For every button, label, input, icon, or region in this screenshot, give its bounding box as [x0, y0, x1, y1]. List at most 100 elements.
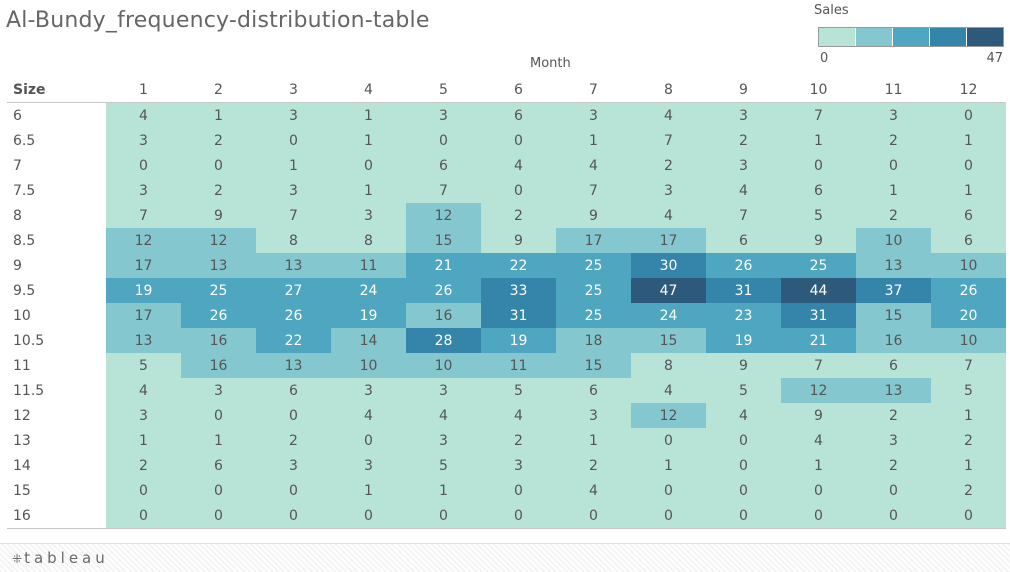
heatmap-cell[interactable]: 4: [781, 428, 856, 453]
heatmap-cell[interactable]: 9: [781, 228, 856, 253]
heatmap-cell[interactable]: 15: [406, 228, 481, 253]
heatmap-cell[interactable]: 7: [631, 128, 706, 153]
heatmap-cell[interactable]: 26: [931, 278, 1006, 303]
heatmap-cell[interactable]: 0: [256, 478, 331, 503]
heatmap-cell[interactable]: 25: [781, 253, 856, 278]
heatmap-cell[interactable]: 16: [856, 328, 931, 353]
heatmap-cell[interactable]: 7: [931, 353, 1006, 378]
heatmap-cell[interactable]: 4: [106, 102, 181, 128]
heatmap-cell[interactable]: 3: [106, 403, 181, 428]
heatmap-cell[interactable]: 3: [331, 453, 406, 478]
heatmap-cell[interactable]: 7: [256, 203, 331, 228]
heatmap-cell[interactable]: 0: [331, 153, 406, 178]
heatmap-cell[interactable]: 6: [556, 378, 631, 403]
heatmap-cell[interactable]: 26: [256, 303, 331, 328]
heatmap-cell[interactable]: 30: [631, 253, 706, 278]
heatmap-cell[interactable]: 0: [556, 503, 631, 529]
heatmap-cell[interactable]: 5: [931, 378, 1006, 403]
heatmap-cell[interactable]: 25: [181, 278, 256, 303]
heatmap-cell[interactable]: 4: [406, 403, 481, 428]
heatmap-cell[interactable]: 0: [481, 178, 556, 203]
heatmap-cell[interactable]: 26: [406, 278, 481, 303]
heatmap-cell[interactable]: 4: [631, 102, 706, 128]
heatmap-cell[interactable]: 12: [631, 403, 706, 428]
heatmap-cell[interactable]: 11: [331, 253, 406, 278]
heatmap-cell[interactable]: 5: [106, 353, 181, 378]
heatmap-cell[interactable]: 3: [106, 178, 181, 203]
heatmap-cell[interactable]: 3: [106, 128, 181, 153]
heatmap-cell[interactable]: 13: [106, 328, 181, 353]
heatmap-cell[interactable]: 0: [931, 102, 1006, 128]
heatmap-cell[interactable]: 3: [556, 102, 631, 128]
heatmap-cell[interactable]: 0: [706, 428, 781, 453]
heatmap-cell[interactable]: 0: [181, 478, 256, 503]
heatmap-cell[interactable]: 6: [706, 228, 781, 253]
heatmap-cell[interactable]: 0: [481, 128, 556, 153]
heatmap-cell[interactable]: 33: [481, 278, 556, 303]
heatmap-cell[interactable]: 9: [481, 228, 556, 253]
heatmap-cell[interactable]: 19: [331, 303, 406, 328]
heatmap-cell[interactable]: 10: [931, 328, 1006, 353]
heatmap-cell[interactable]: 1: [106, 428, 181, 453]
heatmap-cell[interactable]: 4: [556, 153, 631, 178]
heatmap-cell[interactable]: 27: [256, 278, 331, 303]
heatmap-cell[interactable]: 3: [556, 403, 631, 428]
heatmap-cell[interactable]: 7: [781, 353, 856, 378]
heatmap-cell[interactable]: 0: [481, 478, 556, 503]
heatmap-cell[interactable]: 0: [106, 153, 181, 178]
heatmap-cell[interactable]: 3: [331, 378, 406, 403]
heatmap-cell[interactable]: 4: [481, 403, 556, 428]
heatmap-cell[interactable]: 1: [331, 128, 406, 153]
heatmap-cell[interactable]: 12: [106, 228, 181, 253]
heatmap-cell[interactable]: 3: [856, 428, 931, 453]
heatmap-cell[interactable]: 12: [181, 228, 256, 253]
heatmap-cell[interactable]: 0: [631, 428, 706, 453]
heatmap-cell[interactable]: 21: [406, 253, 481, 278]
heatmap-cell[interactable]: 24: [631, 303, 706, 328]
heatmap-cell[interactable]: 10: [331, 353, 406, 378]
heatmap-cell[interactable]: 1: [781, 128, 856, 153]
heatmap-cell[interactable]: 1: [181, 428, 256, 453]
heatmap-cell[interactable]: 3: [481, 453, 556, 478]
heatmap-cell[interactable]: 19: [481, 328, 556, 353]
heatmap-cell[interactable]: 19: [106, 278, 181, 303]
heatmap-cell[interactable]: 2: [481, 203, 556, 228]
heatmap-cell[interactable]: 15: [556, 353, 631, 378]
heatmap-cell[interactable]: 2: [856, 453, 931, 478]
heatmap-cell[interactable]: 7: [706, 203, 781, 228]
heatmap-cell[interactable]: 16: [181, 353, 256, 378]
heatmap-cell[interactable]: 2: [481, 428, 556, 453]
heatmap-cell[interactable]: 7: [781, 102, 856, 128]
heatmap-cell[interactable]: 0: [181, 503, 256, 529]
heatmap-cell[interactable]: 15: [631, 328, 706, 353]
heatmap-cell[interactable]: 10: [856, 228, 931, 253]
heatmap-cell[interactable]: 0: [856, 503, 931, 529]
heatmap-cell[interactable]: 3: [331, 203, 406, 228]
heatmap-cell[interactable]: 1: [856, 178, 931, 203]
heatmap-cell[interactable]: 31: [706, 278, 781, 303]
heatmap-cell[interactable]: 25: [556, 278, 631, 303]
heatmap-cell[interactable]: 6: [406, 153, 481, 178]
heatmap-cell[interactable]: 3: [256, 453, 331, 478]
heatmap-cell[interactable]: 22: [481, 253, 556, 278]
heatmap-cell[interactable]: 17: [556, 228, 631, 253]
heatmap-cell[interactable]: 22: [256, 328, 331, 353]
heatmap-cell[interactable]: 12: [781, 378, 856, 403]
heatmap-cell[interactable]: 3: [256, 102, 331, 128]
heatmap-cell[interactable]: 13: [181, 253, 256, 278]
heatmap-cell[interactable]: 2: [856, 203, 931, 228]
heatmap-cell[interactable]: 47: [631, 278, 706, 303]
heatmap-cell[interactable]: 3: [406, 102, 481, 128]
heatmap-cell[interactable]: 0: [706, 478, 781, 503]
heatmap-cell[interactable]: 12: [406, 203, 481, 228]
heatmap-cell[interactable]: 15: [856, 303, 931, 328]
heatmap-cell[interactable]: 1: [181, 102, 256, 128]
heatmap-cell[interactable]: 2: [556, 453, 631, 478]
heatmap-cell[interactable]: 4: [556, 478, 631, 503]
heatmap-cell[interactable]: 2: [631, 153, 706, 178]
heatmap-cell[interactable]: 4: [481, 153, 556, 178]
heatmap-cell[interactable]: 2: [256, 428, 331, 453]
heatmap-cell[interactable]: 1: [781, 453, 856, 478]
color-legend[interactable]: [818, 27, 1004, 47]
heatmap-cell[interactable]: 1: [631, 453, 706, 478]
